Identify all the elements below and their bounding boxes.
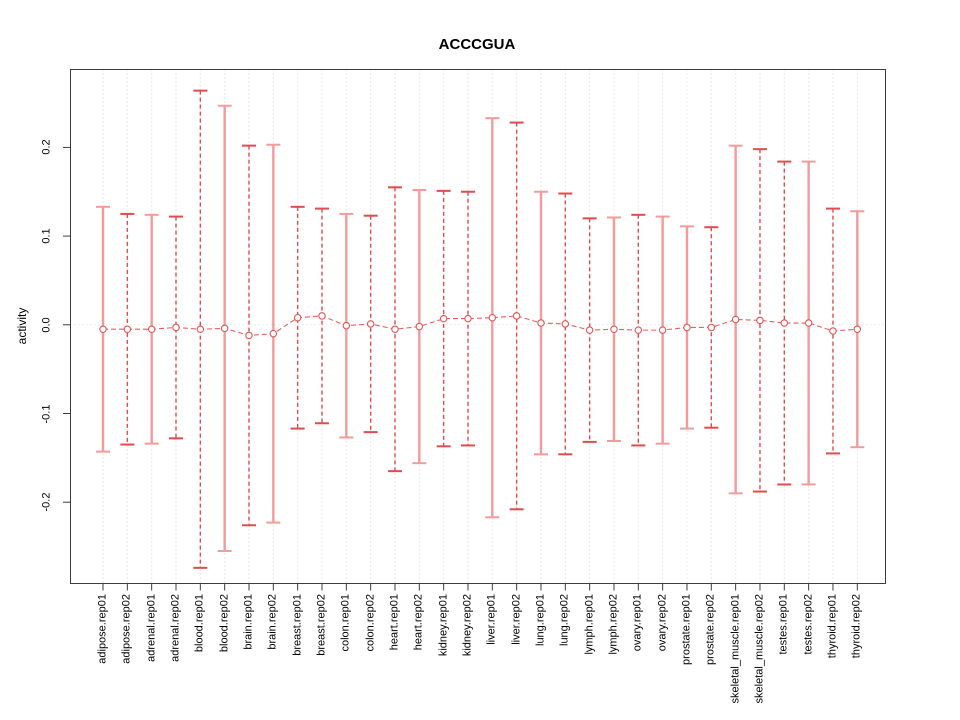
mean-point [804,319,813,327]
mean-point [683,323,691,332]
mean-point [99,325,107,333]
mean-point [464,314,472,323]
mean-point [488,313,497,322]
x-tick-label: kidney.rep01 [437,593,450,656]
x-tick-label: colon.rep02 [364,593,377,652]
x-tick-label: brain.rep02 [266,593,279,650]
x-tick-label: prostate.rep02 [704,593,717,665]
mean-point [756,316,764,325]
mean-point [269,329,278,338]
mean-point [634,326,643,334]
y-tick-label: -0.1 [40,404,53,423]
x-tick-label: thyroid.rep02 [850,593,863,658]
chart-title: ACCCGUA [438,36,516,53]
x-tick-label: blood.rep01 [193,593,206,652]
mean-point [293,313,302,322]
x-tick-label: brain.rep01 [242,593,255,650]
x-tick-label: heart.rep01 [388,593,401,650]
x-tick-label: liver.rep02 [510,593,523,645]
mean-point [220,324,229,333]
mean-point [610,325,618,333]
x-tick-label: prostate.rep01 [680,593,693,665]
mean-point [391,325,399,333]
x-tick-label: skeletal_muscle.rep02 [753,593,766,703]
x-tick-label: lymph.rep01 [583,593,596,655]
mean-point [366,320,375,328]
y-tick-label: 0.0 [40,317,53,333]
x-tick-label: adrenal.rep01 [145,593,158,662]
mean-point [512,312,521,320]
mean-point [172,323,180,332]
y-tick-label: 0.2 [40,139,53,156]
mean-point [829,327,837,335]
mean-point [585,326,594,334]
y-tick-label: -0.2 [40,492,53,512]
mean-point [342,321,351,330]
x-tick-label: liver.rep01 [485,593,498,645]
mean-point [439,314,448,323]
x-tick-label: ovary.rep02 [656,593,669,651]
mean-point [196,325,205,333]
mean-point [318,312,326,320]
x-tick-label: ovary.rep01 [631,593,644,651]
x-tick-label: heart.rep02 [412,593,425,650]
x-tick-label: adipose.rep01 [96,593,109,664]
mean-point [561,320,570,328]
mean-point [415,322,424,331]
mean-connector-line [103,315,858,336]
x-tick-label: breast.rep02 [315,593,328,656]
x-tick-label: testes.rep02 [802,593,815,655]
x-tick-label: adipose.rep02 [120,593,133,664]
plot-frame [70,69,886,584]
mean-point [537,319,545,327]
x-tick-label: colon.rep01 [339,593,352,652]
y-tick-label: 0.1 [40,228,53,244]
x-tick-label: breast.rep01 [291,593,304,656]
mean-point [780,319,789,327]
x-tick-label: lymph.rep02 [607,593,620,655]
x-tick-label: blood.rep02 [218,593,231,652]
x-tick-label: kidney.rep02 [461,593,474,656]
x-tick-label: lung.rep01 [534,593,547,646]
x-tick-label: adrenal.rep02 [169,593,182,662]
x-tick-label: thyroid.rep01 [826,593,839,658]
mean-point [853,325,862,333]
mean-point [707,323,716,332]
mean-point [245,331,253,340]
x-tick-label: lung.rep02 [558,593,571,646]
mean-point [147,325,156,333]
x-tick-label: skeletal_muscle.rep01 [729,593,742,703]
x-tick-label: testes.rep01 [777,593,790,655]
mean-point [123,325,132,333]
mean-point [731,315,740,324]
mean-point [658,326,667,334]
